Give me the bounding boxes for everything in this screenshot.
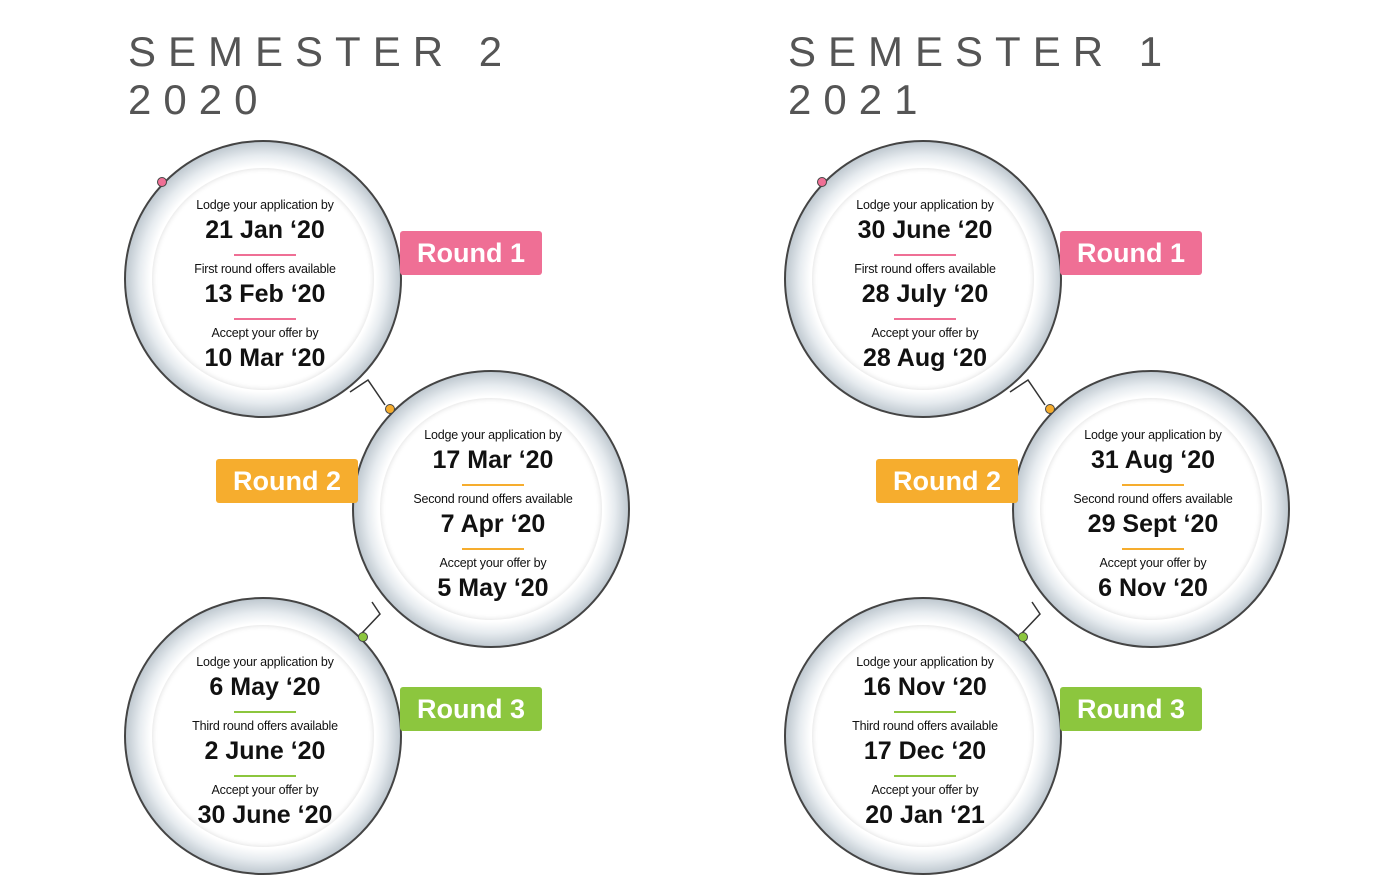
round-3-marker-dot [358, 632, 368, 642]
separator-line [1122, 484, 1184, 486]
separator-line [894, 775, 956, 777]
offers-date: 28 July ‘20 [861, 280, 989, 308]
offers-date: 2 June ‘20 [204, 737, 326, 765]
offers-date: 29 Sept ‘20 [1087, 510, 1219, 538]
separator-line [894, 254, 956, 256]
semester-2-2020-panel: SEMESTER 2 2020 Lodge your application b… [0, 0, 686, 889]
lodge-date: 21 Jan ‘20 [205, 216, 325, 244]
accept-date: 20 Jan ‘21 [865, 801, 985, 829]
round-3-circle: Lodge your application by 6 May ‘20 Thir… [124, 597, 402, 875]
offers-date: 17 Dec ‘20 [863, 737, 987, 765]
round-1-badge: Round 1 [400, 231, 542, 275]
separator-line [234, 775, 296, 777]
separator-line [894, 318, 956, 320]
separator-line [894, 711, 956, 713]
round-1-circle: Lodge your application by 30 June ‘20 Fi… [784, 140, 1062, 418]
round-1-marker-dot [157, 177, 167, 187]
lodge-date: 30 June ‘20 [857, 216, 993, 244]
round-1-badge: Round 1 [1060, 231, 1202, 275]
round-1-circle: Lodge your application by 21 Jan ‘20 Fir… [124, 140, 402, 418]
offers-label: Third round offers available [852, 719, 998, 733]
offers-label: First round offers available [194, 262, 336, 276]
accept-date: 6 Nov ‘20 [1098, 574, 1208, 602]
round-3-badge: Round 3 [400, 687, 542, 731]
round-3-circle: Lodge your application by 16 Nov ‘20 Thi… [784, 597, 1062, 875]
accept-label: Accept your offer by [211, 326, 319, 340]
round-2-circle: Lodge your application by 31 Aug ‘20 Sec… [1012, 370, 1290, 648]
separator-line [234, 318, 296, 320]
semester-title: SEMESTER 2 2020 [128, 28, 515, 123]
semester-title: SEMESTER 1 2021 [788, 28, 1175, 123]
accept-label: Accept your offer by [871, 326, 979, 340]
lodge-date: 31 Aug ‘20 [1090, 446, 1216, 474]
accept-label: Accept your offer by [1099, 556, 1207, 570]
round-2-marker-dot [1045, 404, 1055, 414]
lodge-date: 6 May ‘20 [209, 673, 321, 701]
round-2-circle: Lodge your application by 17 Mar ‘20 Sec… [352, 370, 630, 648]
round-1-marker-dot [817, 177, 827, 187]
round-2-badge: Round 2 [216, 459, 358, 503]
offers-label: Second round offers available [1073, 492, 1233, 506]
lodge-label: Lodge your application by [196, 198, 334, 212]
lodge-date: 17 Mar ‘20 [432, 446, 554, 474]
lodge-label: Lodge your application by [856, 655, 994, 669]
round-2-badge: Round 2 [876, 459, 1018, 503]
separator-line [462, 548, 524, 550]
lodge-label: Lodge your application by [1084, 428, 1222, 442]
accept-date: 30 June ‘20 [197, 801, 333, 829]
accept-date: 28 Aug ‘20 [862, 344, 988, 372]
semester-1-2021-panel: SEMESTER 1 2021 Lodge your application b… [660, 0, 1346, 889]
lodge-label: Lodge your application by [856, 198, 994, 212]
separator-line [462, 484, 524, 486]
accept-label: Accept your offer by [871, 783, 979, 797]
round-3-marker-dot [1018, 632, 1028, 642]
lodge-label: Lodge your application by [196, 655, 334, 669]
separator-line [234, 254, 296, 256]
offers-date: 7 Apr ‘20 [440, 510, 546, 538]
accept-label: Accept your offer by [439, 556, 547, 570]
offers-label: Second round offers available [413, 492, 573, 506]
lodge-date: 16 Nov ‘20 [863, 673, 987, 701]
accept-label: Accept your offer by [211, 783, 319, 797]
separator-line [1122, 548, 1184, 550]
separator-line [234, 711, 296, 713]
offers-date: 13 Feb ‘20 [204, 280, 326, 308]
round-3-badge: Round 3 [1060, 687, 1202, 731]
accept-date: 5 May ‘20 [437, 574, 549, 602]
lodge-label: Lodge your application by [424, 428, 562, 442]
offers-label: Third round offers available [192, 719, 338, 733]
offers-label: First round offers available [854, 262, 996, 276]
accept-date: 10 Mar ‘20 [204, 344, 326, 372]
round-2-marker-dot [385, 404, 395, 414]
